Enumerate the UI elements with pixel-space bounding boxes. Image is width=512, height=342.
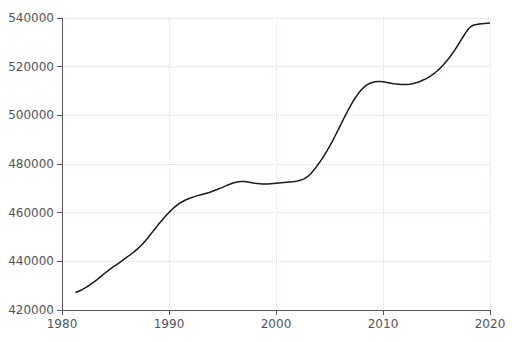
svg-text:2020: 2020 <box>475 317 506 331</box>
svg-text:1990: 1990 <box>154 317 185 331</box>
svg-text:460000: 460000 <box>8 206 54 220</box>
svg-text:2000: 2000 <box>261 317 292 331</box>
svg-text:440000: 440000 <box>8 254 54 268</box>
svg-text:1980: 1980 <box>47 317 78 331</box>
svg-text:500000: 500000 <box>8 108 54 122</box>
svg-text:480000: 480000 <box>8 157 54 171</box>
svg-text:520000: 520000 <box>8 60 54 74</box>
svg-text:2010: 2010 <box>368 317 399 331</box>
svg-text:540000: 540000 <box>8 11 54 25</box>
svg-text:420000: 420000 <box>8 303 54 317</box>
